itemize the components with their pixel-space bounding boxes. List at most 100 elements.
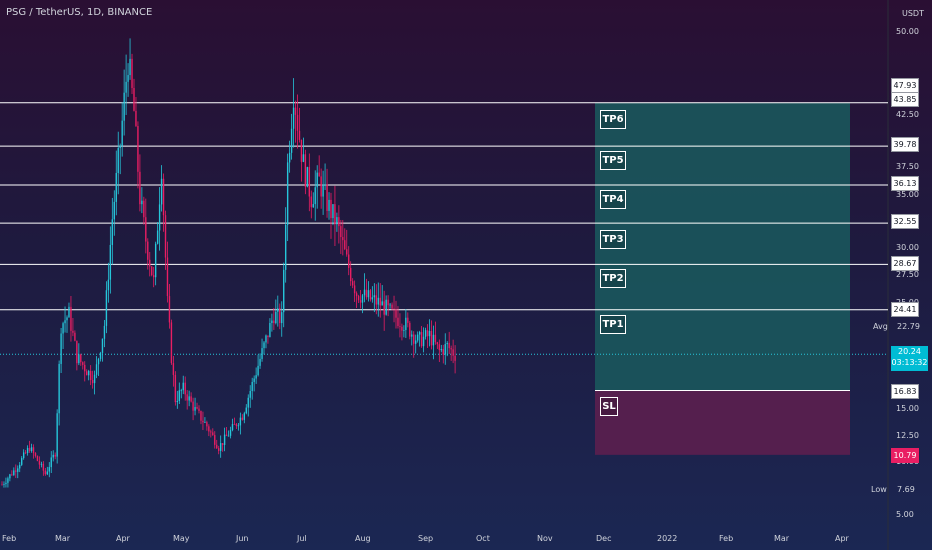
candle-body xyxy=(302,154,305,162)
candle-body xyxy=(34,453,37,457)
candle-body xyxy=(121,120,123,146)
candle-body xyxy=(13,470,15,475)
candle-body xyxy=(64,320,66,324)
candle-body xyxy=(263,342,265,349)
candle-body xyxy=(367,290,370,298)
tp3-label: TP3 xyxy=(600,230,626,249)
candle-body xyxy=(286,162,289,225)
candle-body xyxy=(387,299,389,306)
candle-body xyxy=(38,460,41,465)
candle-body xyxy=(298,130,301,140)
candle-body xyxy=(446,343,448,345)
candle-body xyxy=(208,426,210,432)
avg-label: Avg xyxy=(873,322,888,331)
candle-body xyxy=(89,370,92,380)
candle-body xyxy=(46,471,49,475)
candle-body xyxy=(283,269,285,313)
candle-body xyxy=(365,289,368,298)
candle-body xyxy=(308,167,311,197)
low-label: Low xyxy=(871,485,887,494)
candle-body xyxy=(164,215,167,258)
candle-body xyxy=(436,342,439,345)
candle-body xyxy=(133,87,135,111)
x-tick-feb: Feb xyxy=(2,534,17,543)
candle-body xyxy=(251,381,253,391)
candle-countdown: 03:13:32 xyxy=(891,358,928,367)
candle-body xyxy=(11,474,13,476)
currency-label: USDT xyxy=(902,9,924,18)
low-value: 7.69 xyxy=(897,485,915,494)
candle-body xyxy=(275,311,277,324)
candle-body xyxy=(200,411,202,421)
candle-body xyxy=(178,390,180,401)
current-price-box: 20.24 03:13:32 xyxy=(891,346,928,371)
candle-body xyxy=(143,200,145,218)
candle-body xyxy=(452,349,454,356)
candle-body xyxy=(247,397,249,408)
profit-zone xyxy=(595,102,850,391)
candle-body xyxy=(351,281,354,286)
candle-body xyxy=(160,178,163,205)
candle-body xyxy=(397,317,399,327)
candle-body xyxy=(385,299,387,315)
candle-body xyxy=(288,152,291,163)
candle-body xyxy=(212,432,214,436)
candle-body xyxy=(332,204,334,219)
candle-body xyxy=(284,224,287,270)
candle-body xyxy=(389,304,391,306)
candle-body xyxy=(158,204,161,231)
tp6-price-box: 43.85 xyxy=(891,92,919,107)
candle-body xyxy=(129,58,131,76)
candle-body xyxy=(22,452,25,459)
candle-body xyxy=(271,320,273,323)
candle-body xyxy=(349,267,352,282)
candle-body xyxy=(219,443,222,451)
candle-body xyxy=(109,244,112,280)
x-tick-oct: Oct xyxy=(476,534,490,543)
candle-body xyxy=(377,297,379,305)
candle-body xyxy=(375,295,377,305)
candle-body xyxy=(76,340,78,364)
candle-body xyxy=(403,330,405,331)
candle-body xyxy=(32,447,35,454)
candle-body xyxy=(19,464,21,469)
candle-body xyxy=(40,463,43,465)
candle-body xyxy=(359,300,362,303)
candle-body xyxy=(117,148,119,173)
candle-body xyxy=(225,434,228,436)
candle-body xyxy=(206,422,208,427)
candle-body xyxy=(440,348,443,351)
candle-body xyxy=(442,348,444,355)
candle-body xyxy=(68,306,70,318)
candle-body xyxy=(66,317,68,321)
x-tick-2022: 2022 xyxy=(657,534,678,543)
candle-body xyxy=(300,139,303,162)
sl-label: SL xyxy=(600,397,618,416)
x-tick-apr-2022: Apr xyxy=(835,534,849,543)
tp1-price-box: 24.41 xyxy=(891,302,919,317)
candle-body xyxy=(357,296,360,301)
tp5-label: TP5 xyxy=(600,151,626,170)
candle-body xyxy=(80,354,82,363)
candle-body xyxy=(103,325,106,339)
x-tick-jul: Jul xyxy=(297,534,307,543)
candle-body xyxy=(202,420,204,423)
candle-body xyxy=(227,435,230,437)
candle-body xyxy=(430,331,433,346)
candle-body xyxy=(296,114,299,131)
candle-body xyxy=(97,358,100,365)
candle-body xyxy=(371,297,374,300)
candle-body xyxy=(101,338,104,353)
candle-body xyxy=(229,429,232,436)
candle-body xyxy=(261,348,263,359)
candle-body xyxy=(355,293,358,297)
candle-body xyxy=(58,363,60,414)
candle-body xyxy=(237,425,240,427)
candle-body xyxy=(434,334,437,343)
candle-body xyxy=(119,145,121,149)
candle-body xyxy=(223,434,226,446)
candle-body xyxy=(292,107,295,129)
candle-body xyxy=(342,237,344,241)
